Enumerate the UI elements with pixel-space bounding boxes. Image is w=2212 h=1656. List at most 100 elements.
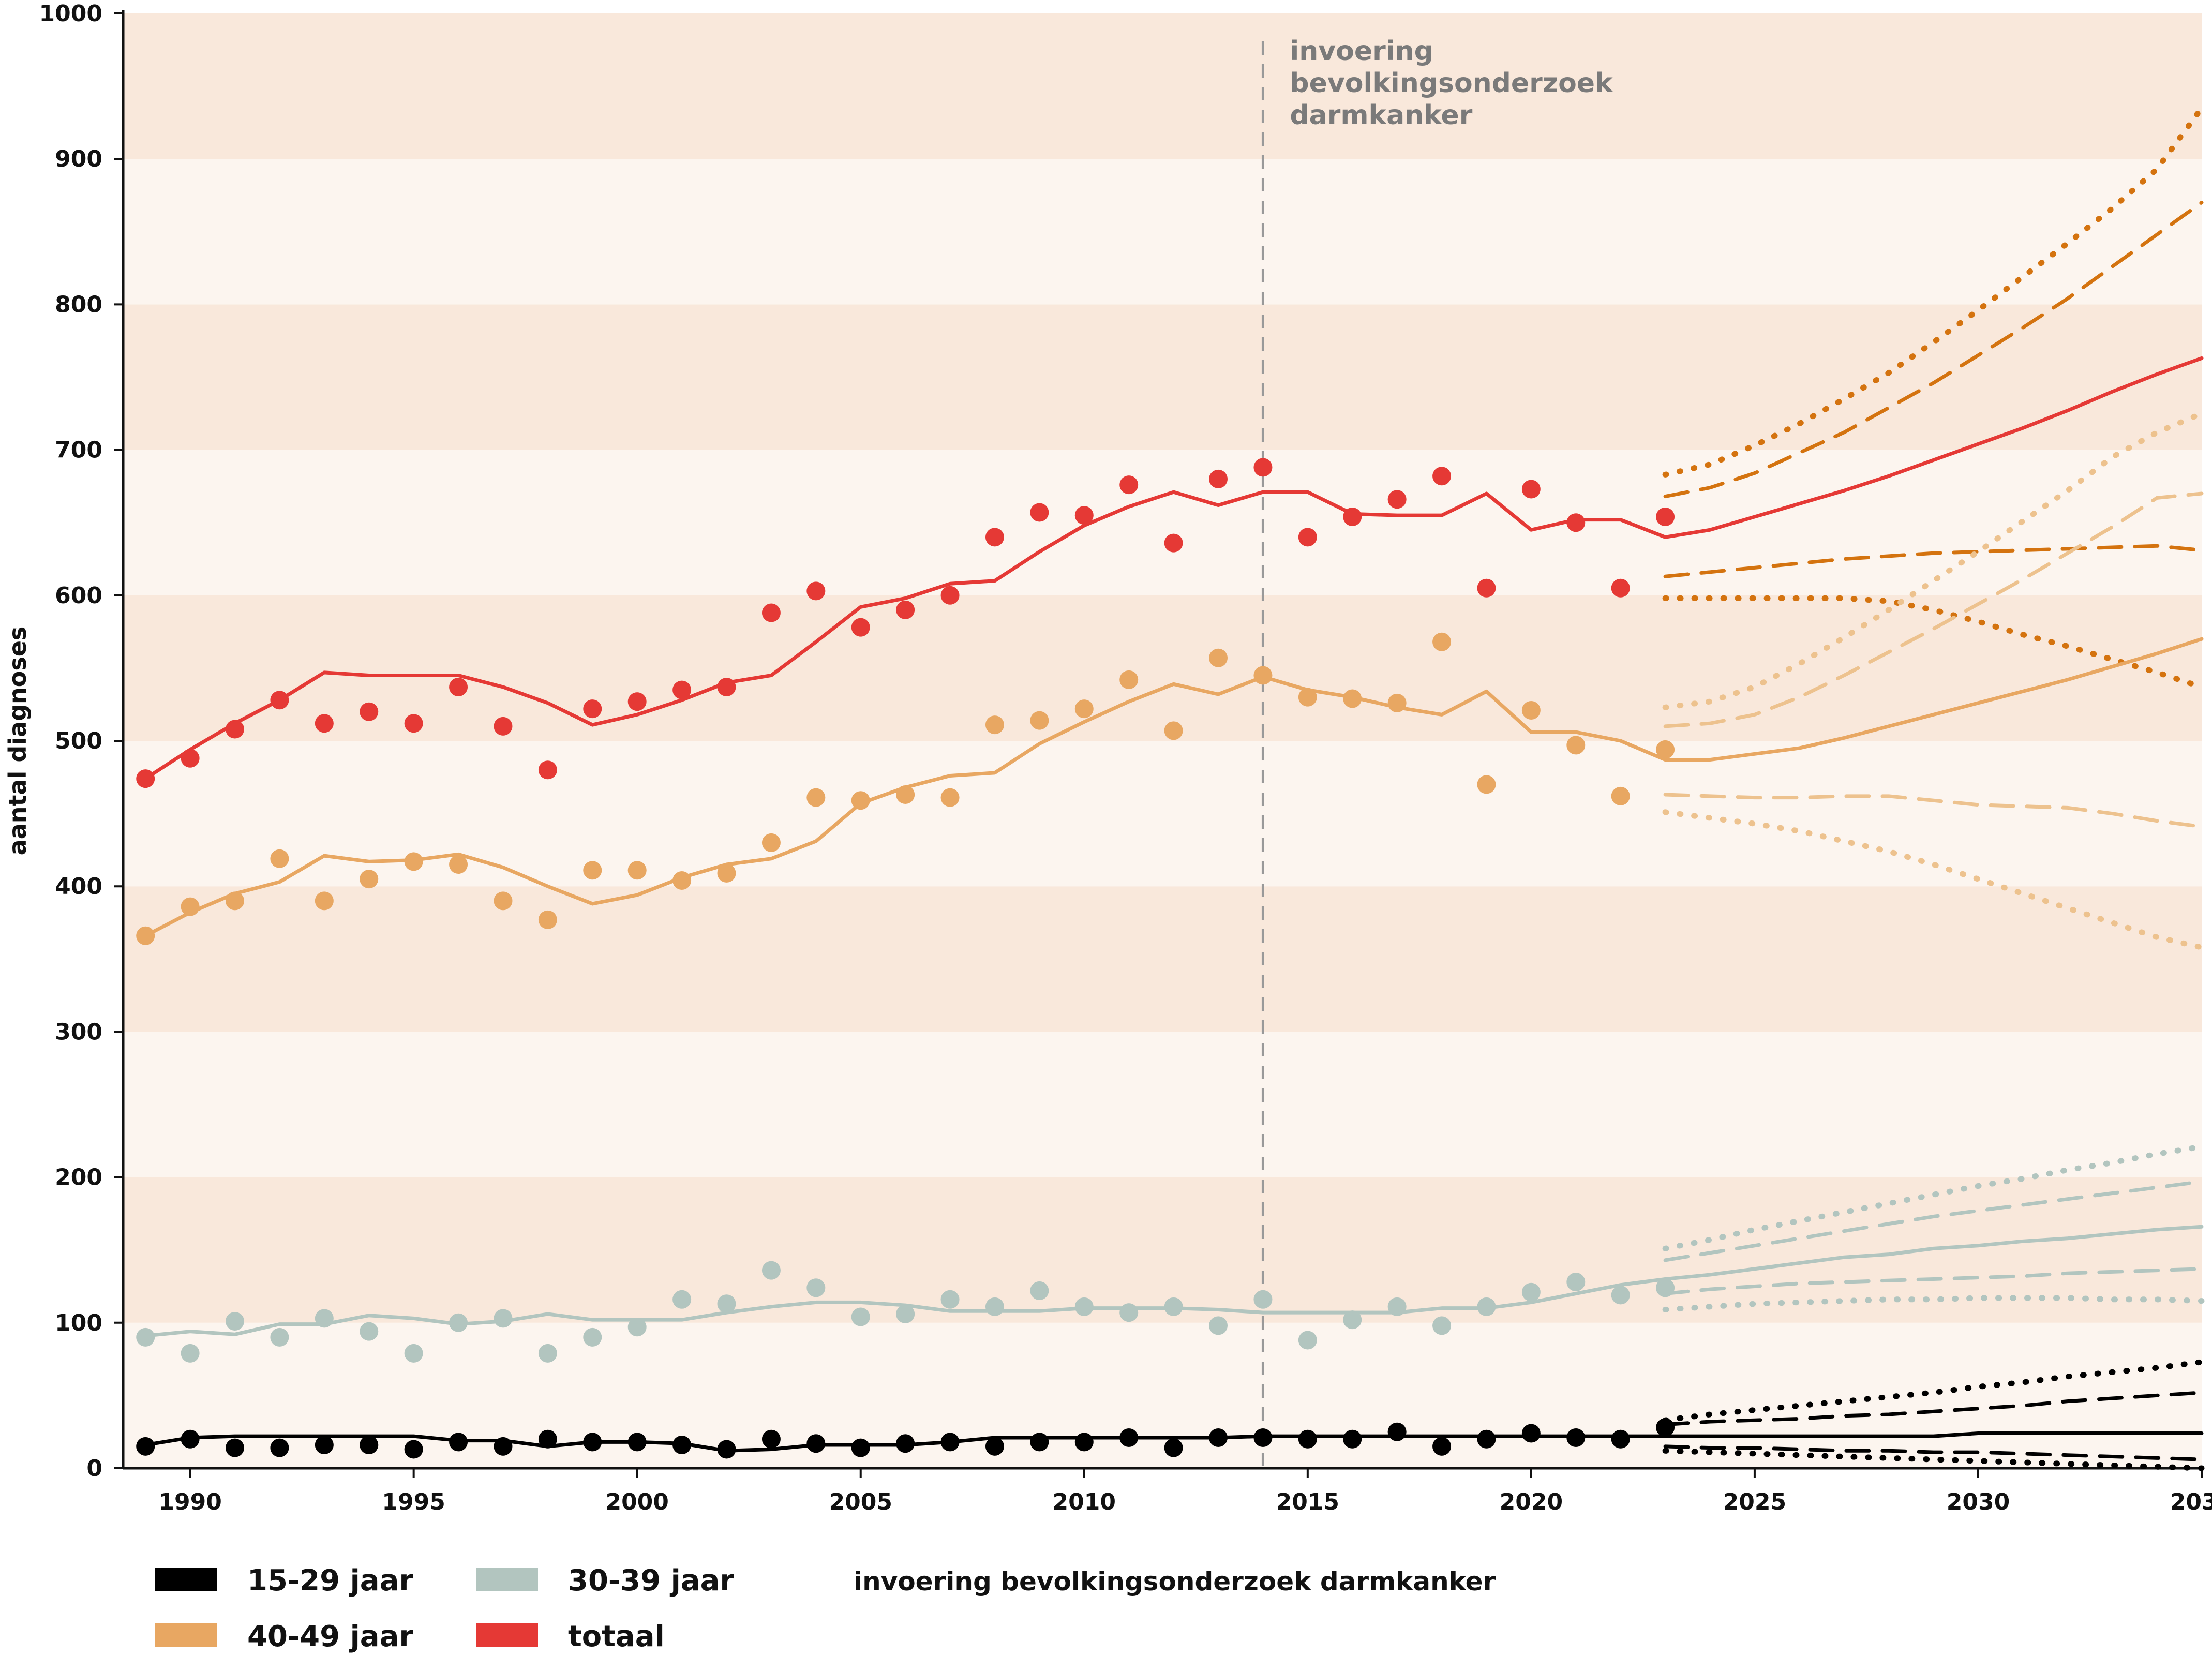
data-point-30-39-jaar [1164, 1297, 1183, 1316]
data-point-30-39-jaar [1253, 1290, 1273, 1309]
y-tick-label: 1000 [39, 1, 102, 27]
data-point-totaal [1253, 458, 1273, 477]
data-point-15-29-jaar [136, 1437, 155, 1456]
data-point-totaal [360, 702, 379, 721]
data-point-totaal [1164, 533, 1183, 553]
background-band [123, 741, 2202, 887]
data-point-30-39-jaar [985, 1297, 1004, 1316]
forecast-lowest-30-39-jaar [1662, 1295, 2205, 1312]
data-point-15-29-jaar [226, 1438, 245, 1457]
forecast-high-30-39-jaar [1663, 1180, 2204, 1262]
data-point-totaal [851, 618, 870, 637]
data-point-40-49-jaar [270, 849, 289, 868]
background-bands [123, 13, 2202, 1468]
data-point-40-49-jaar [1119, 670, 1139, 689]
y-tick-label: 400 [55, 873, 102, 900]
data-point-totaal [181, 749, 200, 768]
data-point-30-39-jaar [315, 1309, 334, 1328]
data-point-40-49-jaar [1521, 700, 1541, 720]
data-point-15-29-jaar [1656, 1418, 1675, 1437]
background-band [123, 304, 2202, 450]
data-point-40-49-jaar [985, 715, 1004, 735]
data-point-totaal [761, 603, 781, 622]
data-point-totaal [1611, 578, 1630, 598]
y-tick-label: 100 [55, 1310, 102, 1336]
data-point-15-29-jaar [1119, 1428, 1139, 1447]
data-point-15-29-jaar [1253, 1428, 1273, 1447]
data-point-30-39-jaar [896, 1304, 915, 1323]
x-tick-label: 1995 [382, 1489, 445, 1515]
data-point-30-39-jaar [627, 1318, 647, 1337]
data-point-15-29-jaar [985, 1437, 1004, 1456]
legend-label-30-39: 30-39 jaar [568, 1564, 734, 1598]
forecast-mid-40-49-jaar [1663, 637, 2204, 762]
y-tick-label: 200 [55, 1165, 102, 1191]
y-tick-label: 900 [55, 146, 102, 172]
data-point-15-29-jaar [360, 1436, 379, 1455]
x-tick-label: 2005 [829, 1489, 892, 1515]
y-tick-label: 700 [55, 437, 102, 464]
background-band [123, 886, 2202, 1032]
data-point-40-49-jaar [315, 891, 334, 911]
forecast-high-40-49-jaar [1663, 491, 2204, 728]
data-point-15-29-jaar [761, 1429, 781, 1449]
data-point-totaal [985, 528, 1004, 547]
data-point-totaal [315, 714, 334, 733]
data-point-40-49-jaar [494, 891, 513, 911]
data-point-15-29-jaar [583, 1433, 602, 1452]
data-point-40-49-jaar [1387, 693, 1407, 712]
data-point-30-39-jaar [1611, 1286, 1630, 1305]
annotation-line-3: darmkanker [1290, 100, 1472, 131]
forecast-high-totaal [1663, 201, 2204, 499]
data-point-30-39-jaar [1521, 1282, 1541, 1302]
data-point-40-49-jaar [181, 897, 200, 916]
data-point-totaal [404, 714, 423, 733]
data-point-totaal [1656, 507, 1675, 526]
data-point-totaal [1119, 475, 1139, 495]
forecast-low-totaal [1663, 544, 2204, 578]
background-band [123, 1032, 2202, 1177]
forecast-mid-30-39-jaar [1663, 1225, 2204, 1281]
background-band [123, 1177, 2202, 1323]
data-point-totaal [1521, 480, 1541, 499]
data-point-40-49-jaar [1611, 786, 1630, 805]
forecast-low-40-49-jaar [1663, 793, 2204, 829]
data-point-totaal [270, 691, 289, 710]
data-point-30-39-jaar [851, 1307, 870, 1326]
data-point-30-39-jaar [1074, 1297, 1094, 1316]
data-point-totaal [494, 717, 513, 736]
data-point-40-49-jaar [404, 852, 423, 871]
legend-swatch-30-39 [476, 1568, 538, 1591]
data-point-40-49-jaar [1209, 648, 1228, 667]
legend-label-15-29: 15-29 jaar [247, 1564, 413, 1598]
data-point-15-29-jaar [494, 1437, 513, 1456]
data-point-totaal [136, 769, 155, 788]
data-point-30-39-jaar [1566, 1273, 1586, 1292]
data-point-40-49-jaar [1343, 689, 1362, 708]
data-point-40-49-jaar [672, 871, 692, 890]
data-point-30-39-jaar [1298, 1331, 1317, 1350]
data-point-30-39-jaar [761, 1261, 781, 1280]
data-point-30-39-jaar [270, 1327, 289, 1347]
data-point-30-39-jaar [940, 1290, 960, 1309]
data-point-15-29-jaar [1611, 1429, 1630, 1449]
data-point-15-29-jaar [896, 1434, 915, 1453]
data-point-30-39-jaar [672, 1290, 692, 1309]
data-point-totaal [672, 680, 692, 699]
annotation-line-2: bevolkingsonderzoek [1290, 68, 1613, 99]
y-tick-label: 0 [86, 1455, 102, 1482]
data-point-30-39-jaar [136, 1327, 155, 1347]
forecast-low-15-29-jaar [1663, 1444, 2204, 1461]
data-point-30-39-jaar [1119, 1303, 1139, 1322]
data-point-40-49-jaar [1656, 740, 1675, 759]
data-point-15-29-jaar [449, 1433, 468, 1452]
data-point-15-29-jaar [672, 1436, 692, 1455]
data-point-30-39-jaar [806, 1278, 826, 1297]
background-band [123, 159, 2202, 305]
legend: 15-29 jaar 30-39 jaar 40-49 jaar totaal … [155, 1564, 1496, 1653]
data-point-15-29-jaar [538, 1429, 557, 1449]
data-point-40-49-jaar [583, 861, 602, 880]
data-point-40-49-jaar [226, 891, 245, 911]
forecast-mid-totaal [1663, 356, 2204, 539]
legend-screening-text: invoering bevolkingsonderzoek darmkanker [854, 1567, 1496, 1597]
